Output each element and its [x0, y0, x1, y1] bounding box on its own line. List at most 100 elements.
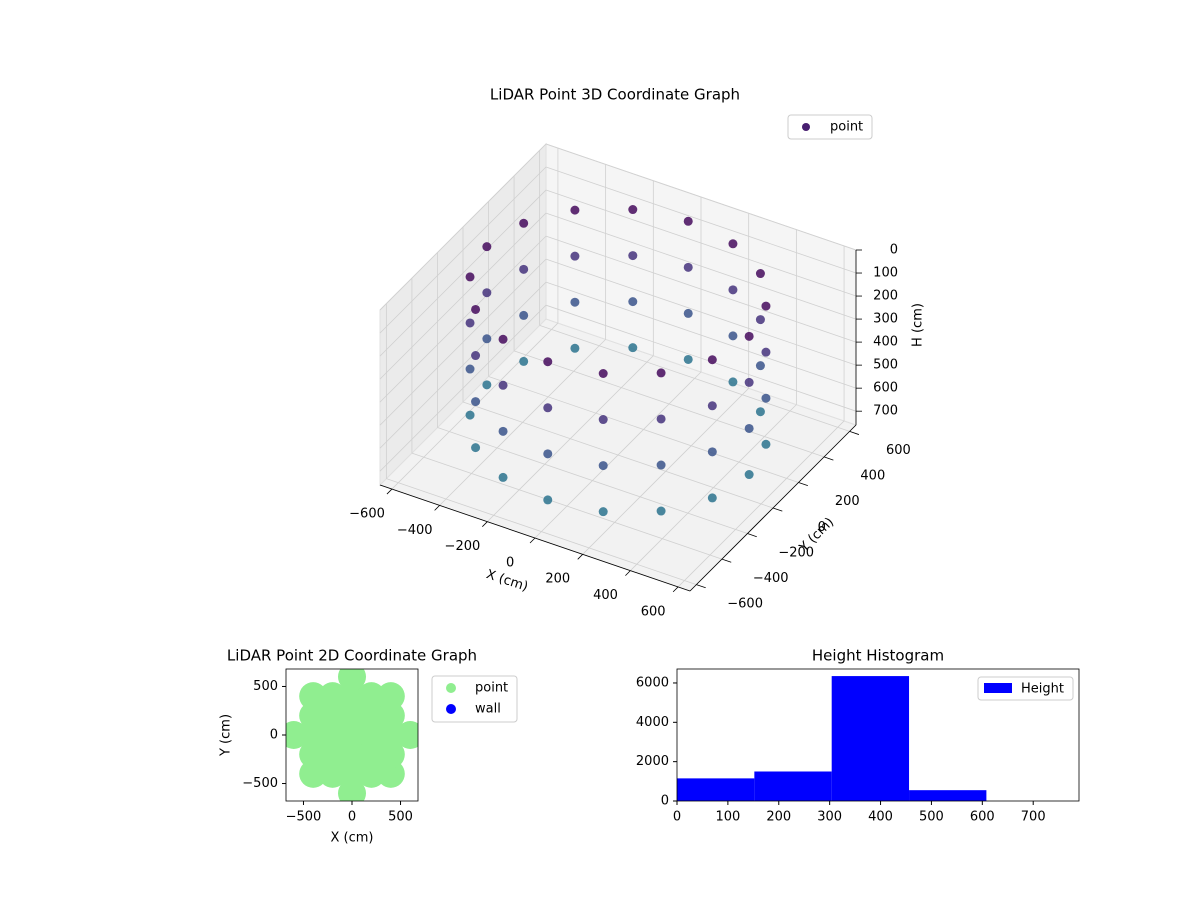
grid-line: [379, 143, 547, 311]
x-tick-label: 200: [766, 810, 791, 825]
bar: [677, 778, 755, 801]
point: [376, 721, 405, 749]
point: [656, 368, 666, 378]
y-tick-label: −500: [242, 776, 278, 791]
point: [498, 334, 508, 344]
point: [465, 272, 475, 282]
legend-label: point: [830, 120, 863, 135]
legend-label: wall: [475, 702, 501, 717]
point: [357, 701, 386, 730]
legend-marker: [984, 683, 1012, 693]
point: [570, 343, 580, 353]
point: [338, 669, 366, 691]
bar: [831, 676, 910, 801]
point: [376, 759, 405, 788]
point: [598, 415, 608, 425]
point: [376, 740, 405, 769]
point: [570, 297, 580, 307]
point: [498, 472, 508, 482]
point: [465, 410, 475, 420]
y-tick: [747, 533, 757, 538]
x-tick: [529, 537, 536, 544]
grid-line: [437, 427, 748, 534]
y-tick-label: 0: [661, 794, 669, 809]
point: [318, 682, 347, 711]
point: [744, 331, 754, 341]
grid-line: [545, 235, 857, 343]
axes-frame: [676, 668, 1080, 802]
point: [707, 355, 717, 365]
point: [519, 218, 529, 228]
point: [761, 301, 771, 311]
y-tick-label: −600: [727, 596, 763, 611]
grid-line: [545, 189, 857, 297]
point: [338, 740, 366, 769]
point: [357, 759, 386, 788]
x-tick: [577, 554, 583, 560]
z-tick-label: 600: [873, 381, 898, 396]
point: [543, 449, 553, 459]
y-axis-label: Y (cm): [219, 714, 234, 757]
grid-line: [545, 143, 857, 251]
point: [338, 682, 366, 711]
point: [543, 403, 553, 413]
y-tick-label: 400: [860, 469, 885, 484]
point: [376, 682, 405, 711]
y-tick: [696, 584, 706, 589]
grid-line: [386, 478, 697, 585]
x-tick-label: 300: [817, 810, 842, 825]
y-tick: [823, 456, 834, 461]
point: [318, 721, 347, 749]
legend-marker: [446, 683, 456, 693]
chart-title: Height Histogram: [812, 647, 944, 665]
point: [338, 701, 366, 730]
y-tick-label: 500: [253, 679, 278, 694]
x-axis-label: X (cm): [484, 567, 530, 595]
grid-line: [545, 304, 857, 412]
x-tick-label: 100: [715, 810, 740, 825]
z-tick-label: 700: [873, 404, 898, 419]
y-axis: [689, 424, 857, 592]
y-tick-label: 0: [270, 728, 278, 743]
x-axis: [379, 484, 691, 592]
point: [728, 239, 738, 249]
point: [744, 377, 754, 387]
point: [376, 701, 405, 730]
point: [761, 393, 771, 403]
point: [471, 443, 481, 453]
grid-line: [539, 325, 850, 432]
point: [318, 759, 347, 788]
point: [707, 447, 717, 457]
y-tick-label: 0: [818, 520, 826, 535]
legend-marker: [802, 123, 810, 131]
point: [543, 495, 553, 505]
point: [755, 269, 765, 279]
grid-line: [379, 304, 547, 472]
point: [482, 288, 492, 298]
grid-line: [462, 401, 774, 509]
grid-line: [545, 258, 857, 366]
point: [656, 460, 666, 470]
grid-line: [379, 235, 547, 403]
x-tick-label: 0: [348, 810, 356, 825]
point: [357, 721, 386, 749]
y-tick: [772, 507, 783, 512]
point: [628, 205, 638, 215]
x-tick: [434, 505, 440, 511]
x-tick-label: −600: [349, 506, 385, 521]
point: [338, 721, 366, 749]
point: [498, 426, 508, 436]
point: [570, 251, 580, 261]
point: [543, 357, 553, 367]
grid-line: [379, 166, 547, 334]
point: [628, 297, 638, 307]
grid-line: [379, 281, 547, 449]
point: [683, 262, 693, 272]
z-tick-label: 200: [873, 289, 898, 304]
bar: [909, 790, 987, 801]
x-tick: [386, 488, 393, 495]
y-tick-label: 6000: [636, 675, 669, 690]
x-tick-label: 600: [970, 810, 995, 825]
point: [761, 439, 771, 449]
grid-line: [379, 258, 547, 426]
